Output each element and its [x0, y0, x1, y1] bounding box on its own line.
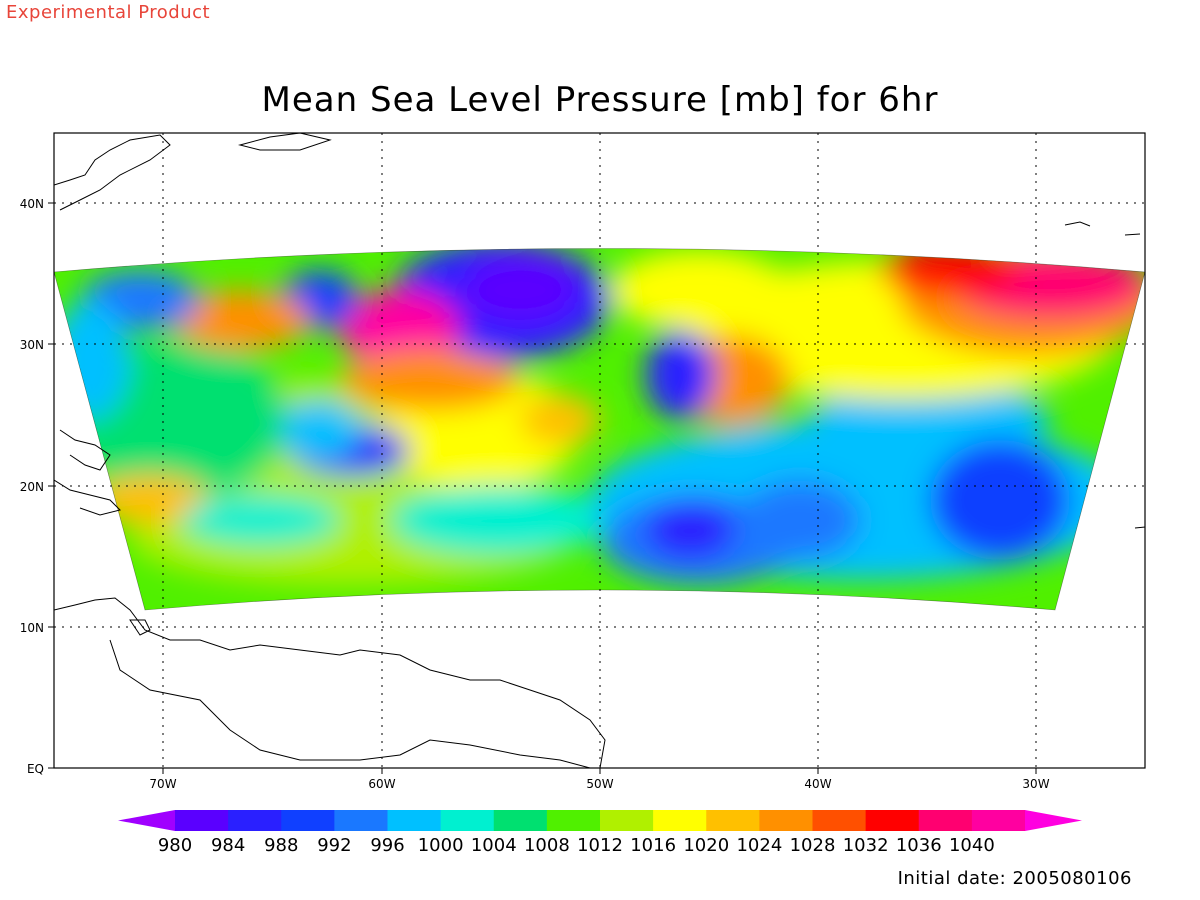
colorbar-tick-label: 1012: [577, 835, 623, 856]
colorbar-box: [759, 810, 813, 831]
initial-date: Initial date: 2005080106: [897, 868, 1132, 889]
lon-tick-label: 60W: [368, 777, 395, 791]
colorbar-box: [440, 810, 495, 831]
lat-tick-label: EQ: [27, 762, 44, 776]
colorbar-arrow-low: [118, 810, 175, 831]
colorbar-box: [334, 810, 388, 831]
colorbar-tick-label: 988: [264, 835, 298, 856]
colorbar-tick-label: 992: [317, 835, 351, 856]
colorbar: [118, 810, 1082, 831]
coastlines: [54, 133, 1145, 768]
colorbar-tick-label: 1000: [418, 835, 464, 856]
pressure-field: [54, 248, 1145, 611]
colorbar-box: [175, 810, 229, 831]
colorbar-box: [706, 810, 760, 831]
colorbar-tick-label: 1004: [471, 835, 517, 856]
colorbar-tick-label: 1032: [843, 835, 889, 856]
colorbar-tick-label: 1028: [790, 835, 836, 856]
colorbar-labels: 980 984 988 992 996 1000 1004 1008 1012 1016 1020 1…: [158, 835, 995, 856]
map-title: Mean Sea Level Pressure [mb] for 6hr: [261, 80, 939, 120]
colorbar-box: [228, 810, 282, 831]
experimental-product-banner: Experimental Product: [6, 2, 211, 23]
tick-marks: [48, 202, 1037, 774]
lon-tick-label: 40W: [804, 777, 831, 791]
colorbar-tick-label: 1040: [949, 835, 995, 856]
colorbar-tick-label: 980: [158, 835, 192, 856]
colorbar-box: [653, 810, 707, 831]
lat-tick-label: 30N: [20, 338, 44, 352]
colorbar-tick-label: 996: [370, 835, 404, 856]
colorbar-box: [918, 810, 973, 831]
colorbar-box: [546, 810, 601, 831]
colorbar-tick-label: 984: [211, 835, 245, 856]
colorbar-tick-label: 1020: [683, 835, 729, 856]
lon-tick-label: 50W: [586, 777, 613, 791]
colorbar-tick-label: 1016: [630, 835, 676, 856]
lat-tick-label: 40N: [20, 197, 44, 211]
colorbar-box: [493, 810, 548, 831]
lat-tick-label: 10N: [20, 621, 44, 635]
lat-tick-label: 20N: [20, 480, 44, 494]
colorbar-tick-label: 1036: [896, 835, 942, 856]
colorbar-tick-label: 1024: [736, 835, 782, 856]
colorbar-box: [600, 810, 654, 831]
colorbar-box: [281, 810, 335, 831]
colorbar-arrow-high: [1025, 810, 1082, 831]
colorbar-tick-label: 1008: [524, 835, 570, 856]
graticule: [54, 133, 1145, 768]
colorbar-box: [865, 810, 920, 831]
colorbar-box: [387, 810, 442, 831]
lon-tick-label: 30W: [1022, 777, 1049, 791]
lon-tick-label: 70W: [149, 777, 176, 791]
colorbar-box: [812, 810, 867, 831]
colorbar-box: [971, 810, 1026, 831]
